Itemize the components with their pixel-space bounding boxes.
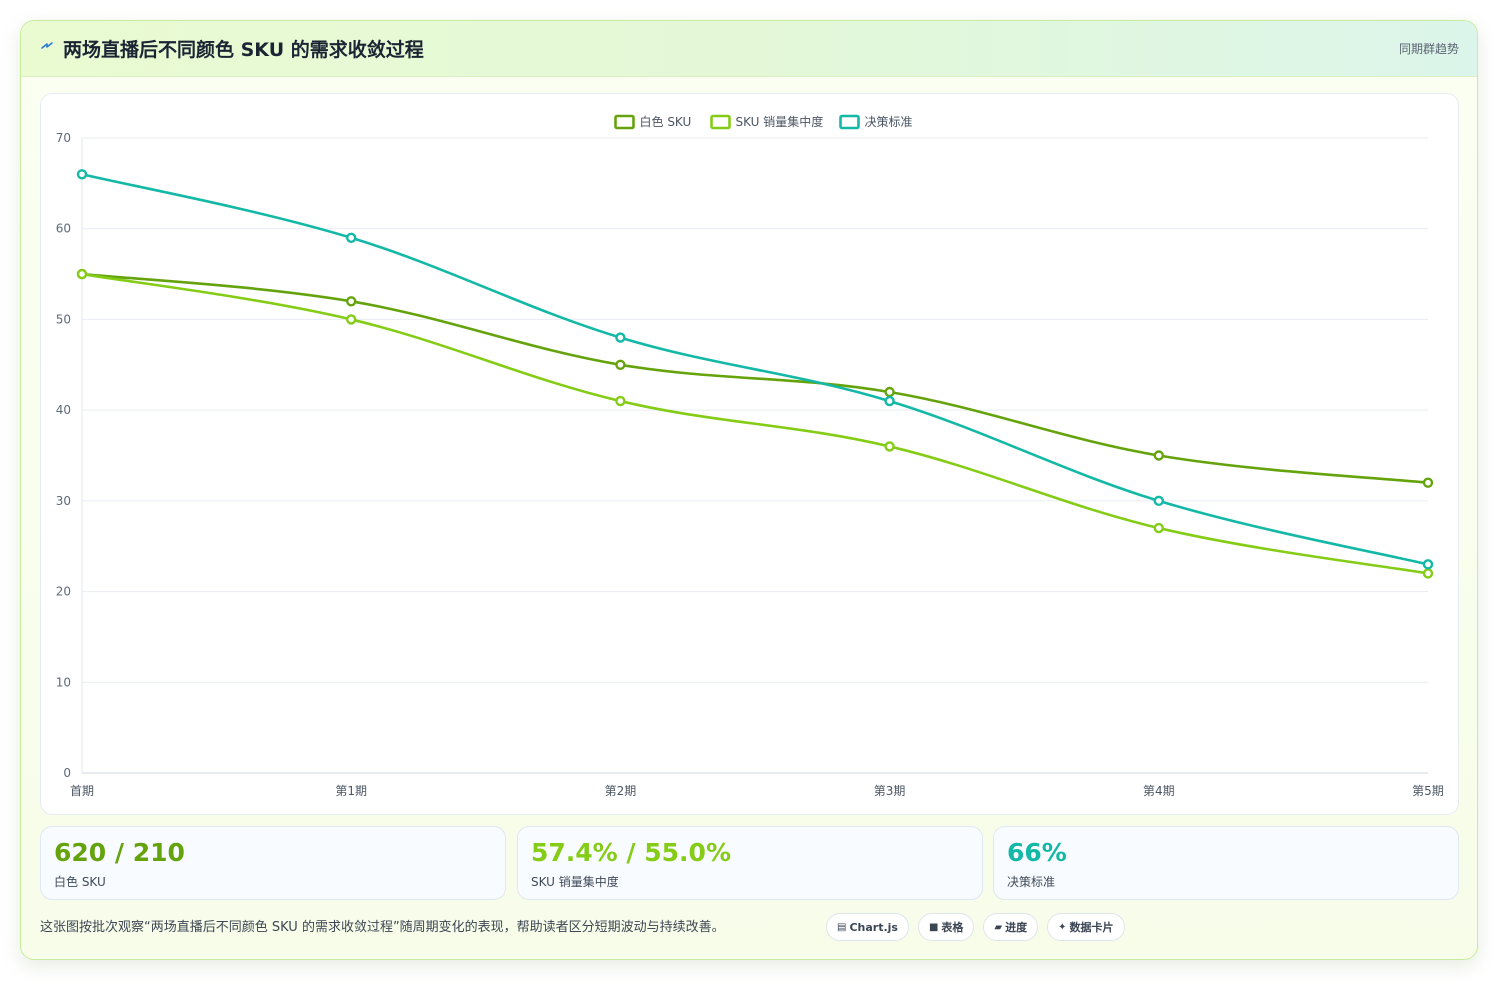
line-chart: 0 10 20 30 40 50 60 70 首期 第1期 第2期 第3期 第4期 第5期 白色 SKU SK… (56, 114, 1444, 798)
data-point (884, 395, 895, 407)
data-point (884, 441, 895, 452)
chip-label: Chart.js (849, 920, 898, 934)
x-tick-label: 第4期 (1143, 784, 1175, 798)
chart-title: 两场直播后不同颜色 SKU 的需求收敛过程 (63, 39, 424, 61)
data-point (1153, 495, 1165, 507)
data-point (1153, 450, 1165, 461)
x-tick-label: 第1期 (335, 784, 367, 798)
stat-card-concentration: 57.4% / 55.0% SKU 销量集中度 (517, 826, 983, 900)
stat-label: SKU 销量集中度 (531, 875, 619, 889)
data-point (1153, 522, 1165, 534)
lightning-icon (41, 42, 53, 49)
stat-value: 620 / 210 (54, 838, 185, 867)
stat-label: 白色 SKU (54, 875, 106, 889)
chip-chartjs[interactable]: ▤ Chart.js (826, 913, 909, 941)
header-tag: 同期群趋势 (1398, 42, 1459, 56)
data-point (76, 268, 88, 280)
stat-value: 66% (1007, 838, 1067, 867)
y-tick-label: 30 (56, 494, 71, 508)
chip-row: ▤ Chart.js ■ 表格 ▰ 进度 ✦ 数据卡片 (826, 913, 1125, 941)
legend-label: SKU 销量集中度 (736, 114, 824, 129)
legend-swatch (839, 114, 860, 130)
chip-data-card[interactable]: ✦ 数据卡片 (1047, 913, 1125, 941)
chart-caption: 这张图按批次观察“两场直播后不同颜色 SKU 的需求收敛过程”随周期变化的表现，… (40, 920, 725, 935)
table-icon: ■ (928, 921, 939, 933)
data-point (615, 395, 626, 407)
x-tick-label: 第5期 (1412, 784, 1444, 798)
x-tick-label: 第2期 (605, 784, 637, 798)
data-point (76, 169, 88, 180)
data-point (1422, 477, 1434, 488)
data-point (346, 232, 357, 243)
y-tick-label: 0 (63, 766, 71, 780)
chip-label: 进度 (1005, 921, 1028, 934)
series-line (81, 173, 1429, 566)
legend-label: 决策标准 (865, 115, 913, 129)
chart-icon: ▤ (837, 921, 847, 933)
sparkle-icon: ✦ (1058, 921, 1067, 933)
stat-label: 决策标准 (1007, 875, 1056, 889)
progress-icon: ▰ (994, 921, 1003, 933)
x-tick-label: 首期 (70, 784, 94, 798)
y-tick-label: 50 (56, 312, 71, 326)
data-point (615, 359, 626, 370)
y-tick-label: 20 (56, 585, 71, 599)
y-tick-label: 40 (56, 403, 71, 417)
data-point (346, 296, 357, 307)
chart-card: 两场直播后不同颜色 SKU 的需求收敛过程 同期群趋势 0 10 20 30 40 50 6… (20, 20, 1478, 960)
data-point (1422, 568, 1434, 579)
data-point (346, 314, 357, 325)
legend-label: 白色 SKU (640, 114, 692, 129)
card-header: 两场直播后不同颜色 SKU 的需求收敛过程 同期群趋势 (21, 21, 1477, 77)
series-line (81, 272, 1429, 575)
series-line (81, 272, 1429, 485)
y-tick-label: 60 (56, 222, 71, 236)
data-point (884, 386, 895, 398)
stat-value: 57.4% / 55.0% (531, 838, 731, 867)
data-point (1422, 559, 1434, 570)
chip-progress[interactable]: ▰ 进度 (983, 913, 1039, 941)
legend-swatch (614, 114, 635, 130)
y-tick-label: 10 (56, 675, 71, 689)
x-tick-label: 第3期 (874, 784, 906, 798)
chip-table[interactable]: ■ 表格 (917, 913, 975, 941)
chip-label: 数据卡片 (1069, 921, 1114, 934)
chart-panel: 0 10 20 30 40 50 60 70 首期 第1期 第2期 第3期 第4期 第5期 白色 SKU SK… (40, 93, 1459, 815)
legend-swatch (710, 114, 731, 130)
stat-card-decision: 66% 决策标准 (993, 826, 1459, 900)
chip-label: 表格 (941, 921, 964, 934)
y-tick-label: 70 (56, 131, 71, 145)
data-point (615, 332, 626, 343)
stat-card-white-sku: 620 / 210 白色 SKU (40, 826, 506, 900)
